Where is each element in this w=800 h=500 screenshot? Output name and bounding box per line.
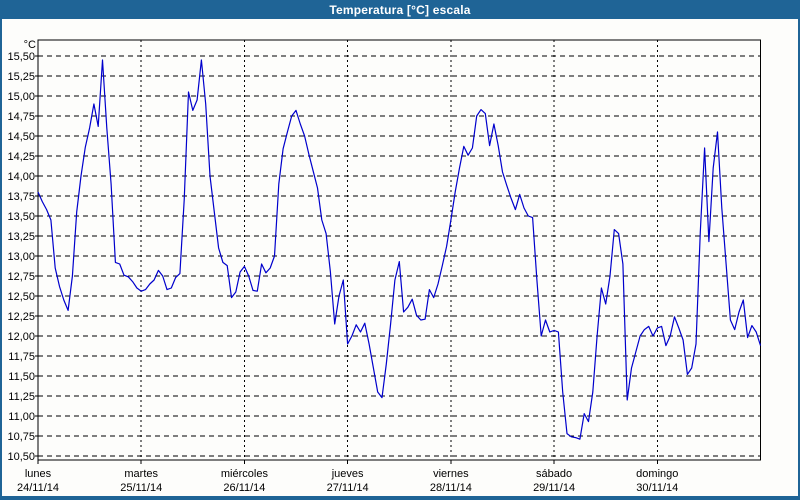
window-title: Temperatura [°C] escala [329, 2, 471, 17]
window-titlebar: Temperatura [°C] escala [0, 0, 800, 19]
x-day-name: miércoles [221, 468, 269, 480]
plot-border [37, 39, 762, 461]
window-frame [0, 19, 800, 500]
y-tick-label: 14,75 [7, 111, 35, 123]
x-day-date: 27/11/14 [327, 482, 369, 494]
y-tick-label: 10,50 [7, 451, 35, 463]
y-tick-label: 11,50 [8, 371, 35, 383]
x-day-date: 26/11/14 [223, 482, 265, 494]
x-day-name: viernes [433, 468, 469, 480]
y-tick-label: 15,00 [7, 91, 35, 103]
y-axis-unit-label: °C [24, 39, 36, 51]
y-tick-label: 11,00 [8, 411, 35, 423]
y-tick-label: 12,50 [7, 291, 35, 303]
y-tick-label: 13,25 [7, 231, 35, 243]
x-day-name: jueves [331, 468, 364, 480]
x-day-date: 24/11/14 [17, 482, 59, 494]
y-tick-label: 14,50 [7, 131, 35, 143]
x-day-name: martes [124, 468, 158, 480]
y-tick-label: 13,50 [7, 211, 35, 223]
x-day-name: domingo [636, 468, 678, 480]
x-day-date: 30/11/14 [636, 482, 678, 494]
y-tick-label: 15,50 [7, 51, 35, 63]
x-day-name: sábado [536, 468, 572, 480]
y-tick-label: 12,25 [7, 311, 35, 323]
x-day-date: 25/11/14 [120, 482, 162, 494]
y-tick-label: 12,75 [7, 271, 35, 283]
x-day-date: 28/11/14 [430, 482, 472, 494]
x-day-name: lunes [25, 468, 52, 480]
y-tick-label: 12,00 [7, 331, 35, 343]
temperature-line [37, 59, 762, 440]
y-tick-label: 14,00 [7, 171, 35, 183]
y-tick-label: 11,75 [8, 351, 35, 363]
y-tick-label: 13,75 [7, 191, 35, 203]
y-tick-label: 11,25 [8, 391, 35, 403]
y-tick-label: 14,25 [7, 151, 35, 163]
x-day-date: 29/11/14 [533, 482, 575, 494]
y-tick-label: 13,00 [7, 251, 35, 263]
y-tick-label: 10,75 [7, 431, 35, 443]
y-tick-label: 15,25 [7, 71, 35, 83]
